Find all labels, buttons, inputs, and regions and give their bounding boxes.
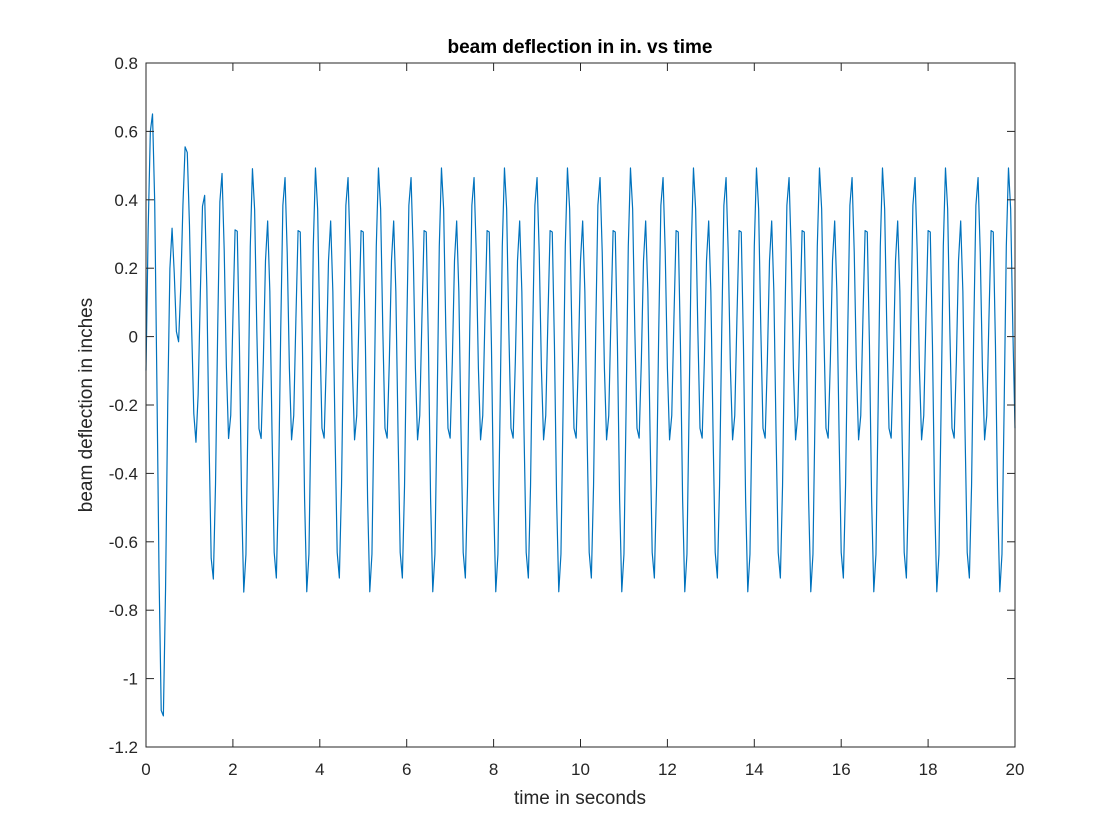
x-tick-labels: 0 2 4 6 8 10 12 14 16 18 20 xyxy=(141,760,1024,779)
x-tick-label: 16 xyxy=(832,760,851,779)
axes-box xyxy=(145,62,1016,748)
x-tick-label: 18 xyxy=(919,760,938,779)
y-tick-label: 0.8 xyxy=(114,54,138,73)
x-tick-label: 10 xyxy=(571,760,590,779)
x-tick-label: 12 xyxy=(658,760,677,779)
x-tick-label: 2 xyxy=(228,760,237,779)
x-tick-label: 6 xyxy=(402,760,411,779)
y-tick-labels: -1.2 -1 -0.8 -0.6 -0.4 -0.2 0 0.2 0.4 0.6 0.8 xyxy=(109,54,138,757)
x-tick-label: 8 xyxy=(489,760,498,779)
y-tick-label: -1.2 xyxy=(109,738,138,757)
x-tick-label: 20 xyxy=(1006,760,1025,779)
y-axis-label: beam deflection in inches xyxy=(76,298,97,512)
plot-area xyxy=(146,63,1015,747)
y-tick-label: -0.8 xyxy=(109,601,138,620)
x-tick-label: 0 xyxy=(141,760,150,779)
y-tick-label: 0.4 xyxy=(114,191,138,210)
y-tick-label: -0.4 xyxy=(109,464,138,483)
x-tick-label: 4 xyxy=(315,760,324,779)
x-axis-label: time in seconds xyxy=(514,788,646,809)
series-line-1 xyxy=(145,113,1016,717)
y-tick-label: 0.2 xyxy=(114,259,138,278)
x-tick-label: 14 xyxy=(745,760,764,779)
y-tick-label: 0.6 xyxy=(114,122,138,141)
chart-title: beam deflection in in. vs time xyxy=(447,37,712,58)
y-tick-label: 0 xyxy=(129,328,138,347)
series-layer xyxy=(145,113,1016,717)
y-tick-label: -1 xyxy=(123,670,138,689)
y-tick-label: -0.6 xyxy=(109,533,138,552)
y-tick-label: -0.2 xyxy=(109,396,138,415)
